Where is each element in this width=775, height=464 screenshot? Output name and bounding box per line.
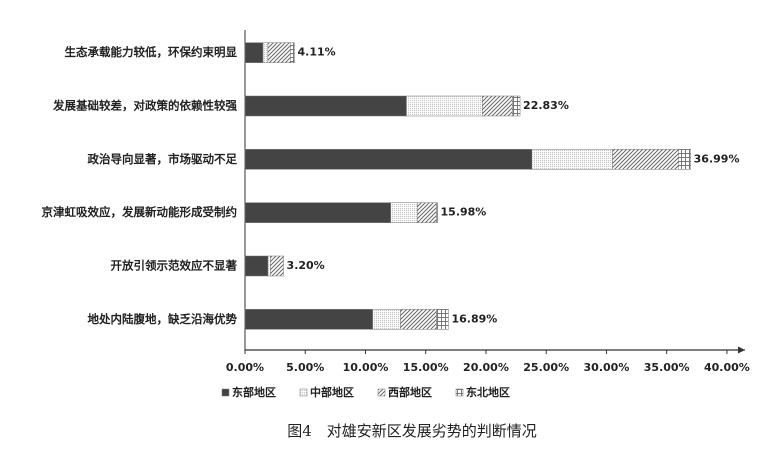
total-label: 16.89% [451,312,497,325]
caption: 图4 对雄安新区发展劣势的判断情况 [287,422,537,440]
bar-segment [270,255,284,277]
bar-segment [244,149,532,170]
legend-label: 东部地区 [232,385,276,399]
axis-arrow [738,346,745,354]
legend-swatch [455,388,464,397]
total-label: 3.20% [287,259,325,272]
bar-segment [244,202,392,223]
total-label: 36.99% [694,152,740,165]
category-label: 京津虹吸效应，发展新动能形成受制约 [42,205,238,219]
x-tick-label: 15.00% [403,361,449,374]
x-tick-label: 0.00% [226,361,264,374]
category-label: 地处内陆腹地，缺乏沿海优势 [88,312,238,326]
bar-segment [244,309,373,330]
bar-segment [417,202,437,223]
bar-segment [678,149,691,170]
bar-segment [612,149,679,170]
x-tick-label: 25.00% [523,361,569,374]
category-label: 开放引领示范效应不显著 [111,259,238,273]
bar-segment [244,42,264,63]
bar-segment [531,149,613,170]
x-tick-label: 35.00% [644,361,690,374]
bar-segment [512,95,521,117]
bar-segment [372,309,401,330]
category-label: 政治导向显著，市场驱动不足 [88,152,238,166]
x-tick-label: 40.00% [704,361,750,374]
category-label: 生态承载能力较低，环保约束明显 [65,45,238,59]
category-label: 发展基础较差，对政策的依赖性较强 [52,99,237,113]
bar-segment [262,42,269,63]
bar-segment [267,255,271,277]
legend-label: 中部地区 [310,385,354,399]
legend-label: 西部地区 [388,385,432,399]
bar-segment [400,309,437,330]
x-tick-label: 30.00% [584,361,630,374]
bar-segment [482,95,513,117]
bar-segment [390,202,418,223]
legend-swatch [299,388,308,397]
bar-segment [290,42,295,63]
legend-label: 东北地区 [466,385,510,399]
x-tick-label: 20.00% [463,361,509,374]
bar-segment [267,42,292,63]
legend-swatch [377,388,386,397]
legend-swatch [221,388,230,397]
total-label: 15.98% [441,206,487,219]
x-tick-label: 5.00% [286,361,324,374]
x-tick-label: 10.00% [343,361,389,374]
total-label: 4.11% [298,46,336,59]
bar-segment [244,95,407,117]
bar-segment [436,309,449,330]
total-label: 22.83% [523,99,569,112]
bar-segment [406,95,483,117]
bar-segment [436,202,438,223]
bar-segment [244,255,269,277]
